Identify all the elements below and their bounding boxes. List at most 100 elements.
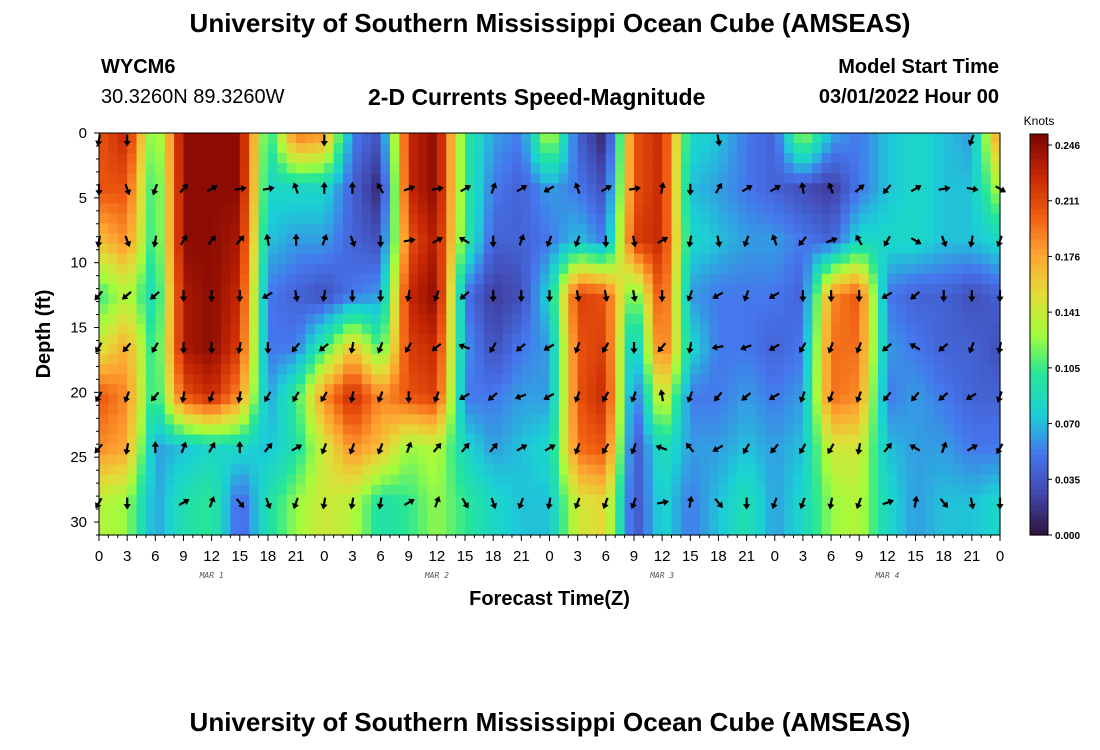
heatmap-cell: [981, 454, 992, 466]
current-arrow: [687, 495, 695, 508]
heatmap-cell: [446, 313, 457, 325]
heatmap-cell: [915, 454, 926, 466]
colorbar-tick-label: 0.105: [1055, 364, 1080, 375]
heatmap-cell: [249, 173, 260, 184]
arrow-head: [349, 240, 357, 248]
heatmap-cell: [943, 313, 954, 325]
heatmap-cell: [821, 394, 832, 405]
heatmap-cell: [174, 213, 185, 225]
heatmap-cell: [934, 233, 945, 245]
heatmap-cell: [774, 464, 785, 476]
arrow-head: [605, 184, 612, 192]
heatmap-cell: [849, 444, 860, 456]
heatmap-cell: [474, 253, 485, 265]
heatmap-cell: [502, 283, 513, 295]
heatmap-cell: [943, 293, 954, 305]
heatmap-cell: [605, 163, 616, 174]
heatmap-cell: [540, 454, 551, 466]
heatmap-cell: [183, 444, 194, 456]
heatmap-cell: [324, 303, 335, 315]
heatmap-cell: [502, 243, 513, 255]
heatmap-cell: [99, 434, 109, 446]
arrow-head: [292, 502, 299, 510]
arrow-head: [855, 234, 862, 242]
current-arrow: [658, 389, 666, 402]
heatmap-cell: [333, 233, 344, 245]
heatmap-cell: [587, 394, 598, 405]
heatmap-cell: [408, 293, 419, 305]
heatmap-cell: [981, 283, 992, 295]
heatmap-cell: [521, 323, 532, 335]
heatmap-cell: [887, 384, 898, 395]
heatmap-cell: [521, 243, 532, 255]
heatmap-cell: [286, 263, 297, 275]
heatmap-cell: [155, 243, 166, 255]
heatmap-cell: [615, 384, 626, 395]
current-arrow: [433, 290, 440, 302]
heatmap-cell: [652, 203, 663, 214]
heatmap-cell: [840, 183, 851, 194]
heatmap-cell: [108, 143, 119, 154]
heatmap-cell: [455, 193, 466, 204]
heatmap-cell: [971, 394, 982, 405]
heatmap-cell: [314, 334, 325, 345]
heatmap-cell: [821, 414, 832, 426]
heatmap-cell: [436, 454, 447, 466]
heatmap-cell: [887, 354, 898, 365]
heatmap-cell: [915, 153, 926, 164]
heatmap-cell: [709, 173, 720, 184]
current-arrow: [855, 290, 863, 303]
heatmap-cell: [765, 444, 776, 456]
heatmap-cell: [652, 293, 663, 305]
heatmap-cell: [624, 163, 635, 174]
heatmap-cell: [709, 323, 720, 335]
heatmap-cell: [183, 213, 194, 225]
heatmap-cell: [906, 133, 917, 144]
heatmap-cell: [587, 193, 598, 204]
heatmap-cell: [652, 404, 663, 415]
x-tick-label: 21: [964, 548, 981, 565]
arrow-head: [971, 444, 978, 451]
heatmap-cell: [230, 263, 241, 275]
heatmap-cell: [568, 394, 579, 405]
heatmap-cell: [380, 514, 391, 526]
heatmap-cell: [493, 394, 504, 405]
heatmap-cell: [333, 434, 344, 446]
heatmap-cell: [380, 133, 391, 144]
heatmap-cell: [324, 183, 335, 194]
heatmap-cell: [333, 193, 344, 204]
heatmap-cell: [145, 303, 156, 315]
heatmap-cell: [371, 173, 382, 184]
current-arrow: [712, 444, 724, 452]
heatmap-cell: [934, 143, 945, 154]
heatmap-cell: [230, 203, 241, 214]
arrow-head: [404, 346, 412, 354]
heatmap-cell: [418, 484, 429, 496]
heatmap-cell: [877, 253, 888, 265]
heatmap-cell: [267, 384, 278, 395]
heatmap-cell: [108, 193, 119, 204]
heatmap-cell: [127, 153, 138, 164]
heatmap-cell: [906, 364, 917, 375]
heatmap-cell: [117, 283, 128, 295]
current-arrow: [179, 290, 188, 303]
heatmap-cell: [389, 203, 400, 214]
heatmap-cell: [324, 364, 335, 375]
heatmap-cell: [521, 223, 532, 235]
heatmap-cell: [540, 273, 551, 285]
heatmap-cell: [746, 334, 757, 345]
heatmap-cell: [211, 263, 222, 275]
heatmap-cell: [267, 233, 278, 245]
arrow-head: [431, 345, 439, 352]
heatmap-cell: [183, 263, 194, 275]
heatmap-cell: [840, 384, 851, 395]
heatmap-cell: [99, 273, 109, 285]
heatmap-cell: [605, 514, 616, 526]
heatmap-cell: [849, 334, 860, 345]
heatmap-cell: [896, 133, 907, 144]
heatmap-cell: [709, 243, 720, 255]
heatmap-cell: [277, 253, 288, 265]
heatmap-cell: [483, 253, 494, 265]
heatmap-cell: [746, 394, 757, 405]
heatmap-cell: [793, 364, 804, 375]
